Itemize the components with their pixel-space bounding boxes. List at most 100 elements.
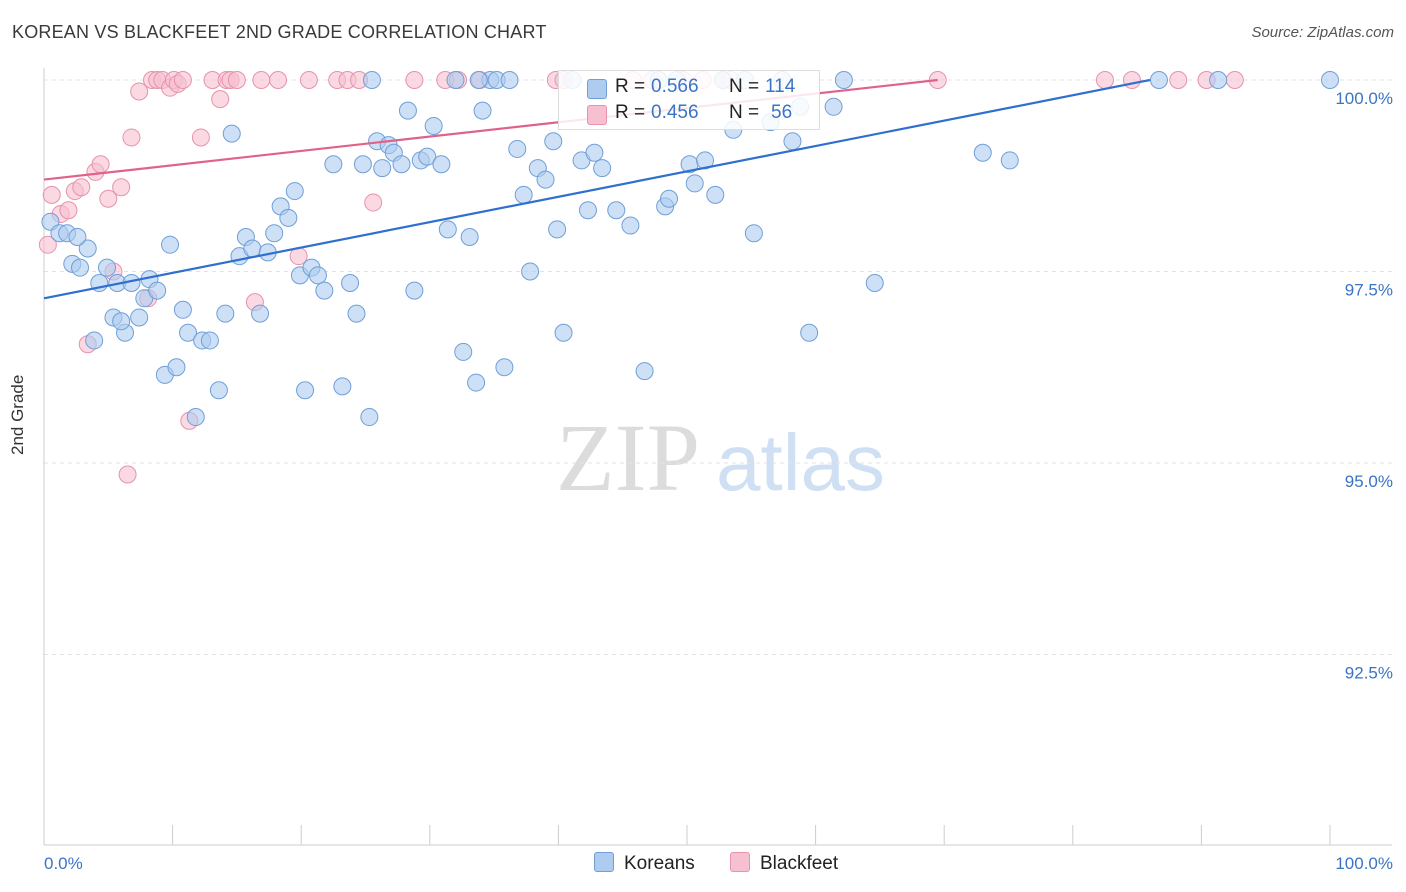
watermark-zip: ZIP [556,404,700,511]
blackfeet-point [112,178,131,197]
korean-point [112,312,131,331]
x-tick-label: 100.0% [1335,854,1393,873]
korean-point [800,323,819,342]
korean-point [536,170,555,189]
blackfeet-point [118,465,137,484]
korean-point [243,239,262,258]
bottom-koreans-label: Koreans [624,853,695,874]
korean-point [454,342,473,361]
korean-point [685,174,704,193]
korean-point [607,201,626,220]
korean-point [865,273,884,292]
blackfeet-point [1225,71,1244,89]
blackfeet-point [42,185,61,204]
korean-point [578,201,597,220]
blackfeet-point [211,90,230,109]
korean-point [324,155,343,174]
bottom-legend-koreans: Koreans [594,852,695,876]
source-credit: Source: ZipAtlas.com [1251,24,1394,41]
korean-point [85,331,104,350]
korean-point [71,258,90,277]
korean-point [405,281,424,300]
korean-point [398,101,417,120]
korean-point [78,239,97,258]
korean-point [216,304,235,323]
bottom-blackfeet-swatch [730,852,750,872]
korean-point [148,281,167,300]
korean-point [1149,71,1168,89]
blackfeet-point [191,128,210,147]
korean-point [333,377,352,396]
blackfeet-swatch [587,105,607,125]
korean-point [446,71,465,89]
korean-point [279,208,298,227]
korean-point [341,273,360,292]
korean-point [544,132,563,151]
korean-point [495,358,514,377]
blackfeet-r-value: 0.456 [651,102,699,123]
correlation-legend: R = 0.566 N = 114 R = 0.456 N = 56 [558,70,820,130]
korean-point [659,189,678,208]
korean-point [973,143,992,162]
korean-point [744,224,763,243]
koreans-r-value: 0.566 [651,76,699,97]
korean-point [265,224,284,243]
korean-point [548,220,567,239]
korean-point [1209,71,1228,89]
korean-point [373,159,392,178]
korean-point [173,300,192,319]
koreans-n-value: 114 [765,76,796,97]
blackfeet-point [59,201,78,220]
watermark-atlas: atlas [716,418,885,507]
bottom-legend-blackfeet: Blackfeet [730,852,838,876]
korean-point [834,71,853,89]
korean-point [98,258,117,277]
korean-point [585,143,604,162]
korean-point [1000,151,1019,170]
korean-point [296,381,315,400]
korean-point [161,235,180,254]
korean-point [508,139,527,158]
korean-point [469,71,488,89]
blackfeet-n-label: N = [729,102,760,123]
blackfeet-point [227,71,246,89]
korean-point [362,71,381,89]
blackfeet-point [252,71,271,89]
korean-point [432,155,451,174]
blackfeet-point [1122,71,1141,89]
korean-point [438,220,457,239]
koreans-n-label: N = [729,76,760,97]
bottom-blackfeet-label: Blackfeet [760,853,839,874]
blackfeet-point [364,193,383,212]
blackfeet-point [269,71,288,89]
blackfeet-point [38,235,57,254]
korean-point [315,281,334,300]
y-tick-label: 95.0% [1345,472,1393,491]
koreans-swatch [587,79,607,99]
y-tick-label: 100.0% [1335,89,1393,108]
korean-point [167,358,186,377]
korean-point [706,185,725,204]
blackfeet-point [405,71,424,89]
blackfeet-point [130,82,149,101]
korean-point [285,182,304,201]
korean-point [424,116,443,135]
chart-title: KOREAN VS BLACKFEET 2ND GRADE CORRELATIO… [12,22,547,42]
korean-point [473,101,492,120]
korean-point [783,132,802,151]
y-tick-label: 97.5% [1345,281,1393,300]
korean-point [186,408,205,427]
blackfeet-point [1169,71,1188,89]
korean-point [460,228,479,247]
blackfeet-point [122,128,141,147]
blackfeet-n-value: 56 [771,102,793,123]
korean-point [353,155,372,174]
korean-point [308,266,327,285]
korean-point [593,159,612,178]
korean-point [521,262,540,281]
korean-point [130,308,149,327]
blackfeet-point [1095,71,1114,89]
korean-point [222,124,241,143]
korean-point [392,155,411,174]
